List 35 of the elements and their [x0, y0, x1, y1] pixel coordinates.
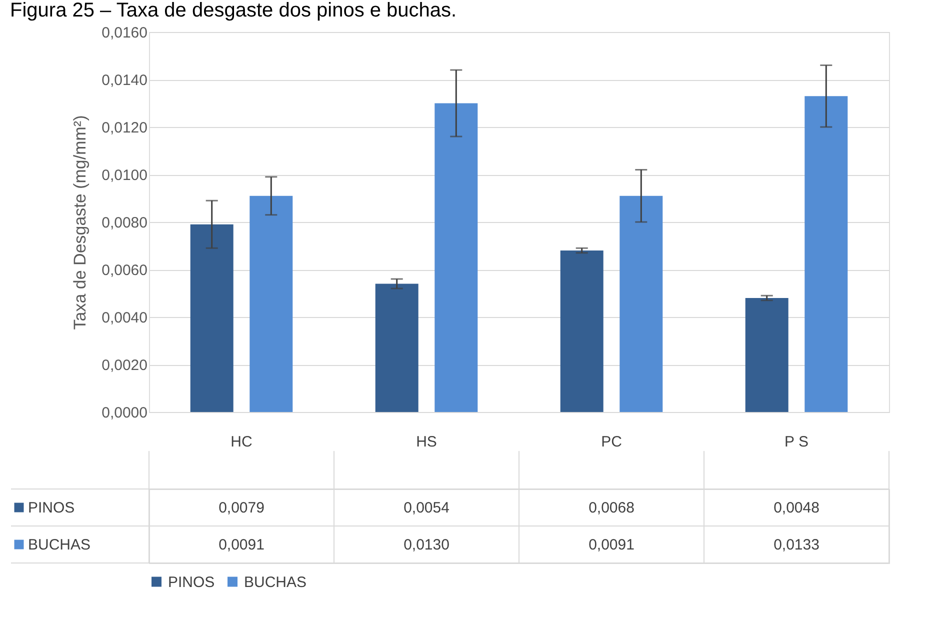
data-label: 0,0079 — [218, 500, 264, 516]
bar — [375, 284, 418, 412]
data-label: 0,0091 — [588, 536, 634, 554]
bar — [560, 250, 604, 412]
legend-label: PINOS — [28, 500, 75, 516]
data-label: 0,0048 — [774, 500, 820, 516]
legend-label: BUCHAS — [244, 574, 307, 591]
data-label: 0,0130 — [404, 536, 450, 554]
data-label: 0,0054 — [404, 500, 450, 516]
y-tick-label: 0,0100 — [102, 167, 148, 184]
y-tick-label: 0,0160 — [102, 24, 148, 42]
x-tick-label: HC — [230, 434, 252, 450]
data-label: 0,0068 — [588, 500, 634, 516]
text: BUCHAS — [28, 536, 91, 554]
text: PINOS — [168, 574, 215, 591]
y-tick-label: 0,0040 — [102, 310, 148, 326]
y-tick-label: 0,0060 — [102, 262, 148, 279]
y-tick-label: 0,0020 — [102, 357, 148, 374]
bar — [250, 196, 293, 412]
x-tick-label: PC — [601, 434, 622, 450]
y-tick-label: 0,0080 — [102, 214, 148, 232]
bar — [190, 224, 234, 412]
y-tick-label: 0,0140 — [102, 72, 148, 89]
y-axis-title: Taxa de Desgaste (mg/mm²) — [70, 115, 90, 330]
x-tick-label: HS — [416, 434, 437, 450]
x-tick-label: P S — [784, 434, 808, 450]
bar — [620, 196, 663, 412]
bar — [745, 298, 788, 412]
chart-title: Figura 25 – Taxa de desgaste dos pinos e buchas. — [10, 0, 457, 22]
data-label: 0,0091 — [218, 536, 264, 554]
bar — [434, 103, 478, 412]
y-tick-label: 0,0120 — [102, 120, 148, 136]
data-label: 0,0133 — [774, 536, 820, 554]
bar — [804, 96, 848, 412]
y-tick-label: 0,0000 — [102, 404, 148, 422]
